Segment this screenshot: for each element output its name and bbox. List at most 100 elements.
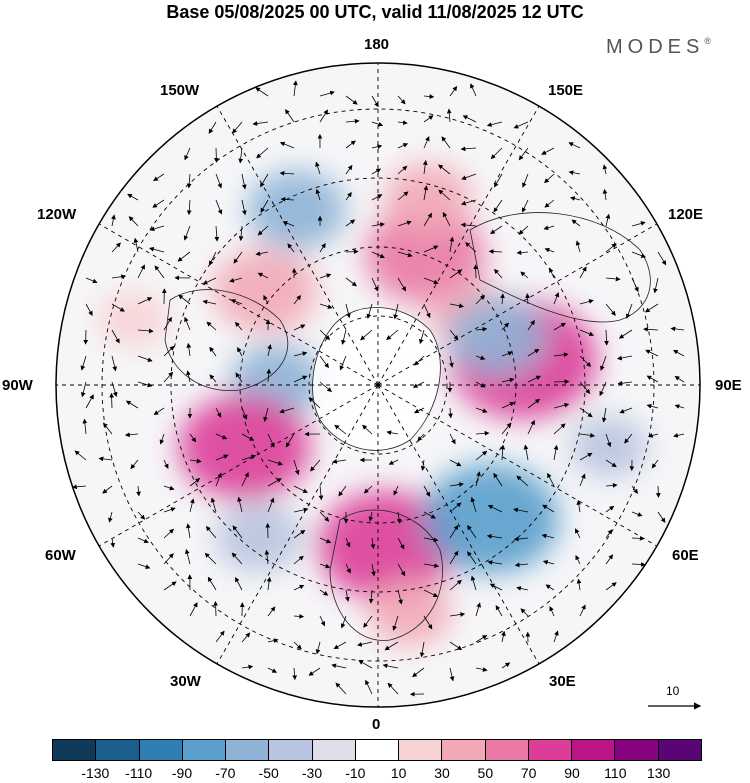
wind-vector (319, 273, 332, 279)
wind-vector (494, 173, 503, 188)
wind-vector (631, 562, 646, 567)
wind-vector (111, 303, 125, 312)
wind-vector (542, 559, 555, 565)
graticule (56, 63, 700, 707)
wind-vector (371, 563, 376, 577)
wind-vector (293, 613, 305, 619)
colorbar-swatch (269, 740, 313, 760)
wind-vector (319, 511, 330, 522)
wind-vector (202, 277, 217, 285)
wind-vector (449, 85, 458, 97)
wind-vector (576, 499, 582, 513)
wind-vector (267, 606, 276, 617)
wind-vector (475, 430, 490, 436)
wind-vector (338, 485, 347, 497)
lon-label-120w: 120W (37, 206, 77, 223)
wind-vector (545, 584, 555, 591)
wind-vector (490, 225, 503, 235)
wind-vector (208, 121, 217, 134)
wind-vector (441, 136, 451, 149)
wind-vector (645, 349, 659, 357)
wind-vector (308, 397, 321, 409)
wind-vector (449, 612, 466, 617)
wind-vector (576, 578, 582, 591)
wind-vector (189, 458, 202, 464)
wind-vector (241, 632, 251, 643)
wind-vector (388, 459, 399, 465)
wind-vector (204, 552, 217, 565)
wind-vector (525, 293, 530, 305)
wind-vector (231, 552, 243, 565)
wind-vector (209, 251, 217, 266)
wind-vector (393, 485, 399, 496)
wind-vector (657, 251, 667, 266)
wind-vector (544, 199, 555, 208)
wind-vector (109, 392, 115, 409)
wind-vector (319, 355, 329, 369)
wind-vector (470, 83, 477, 97)
wind-vector (130, 459, 139, 470)
wind-vector (571, 219, 581, 227)
wind-vector (523, 444, 529, 461)
wind-vector (449, 641, 463, 651)
wind-vector (651, 459, 659, 469)
wind-vector (215, 407, 222, 418)
wind-vector (646, 375, 659, 383)
wind-vector (397, 143, 409, 149)
wind-vector (449, 459, 462, 467)
wind-vector (365, 679, 373, 695)
wind-vector (111, 214, 116, 227)
colorbar-tick-label: 30 (434, 765, 450, 781)
wind-vector (163, 553, 174, 565)
wind-vector (449, 236, 455, 253)
meridian-line (377, 384, 540, 665)
wind-vector (423, 615, 433, 630)
wind-vector (371, 277, 379, 292)
wind-vector (501, 322, 510, 331)
colorbar-swatch (139, 740, 183, 760)
wind-vector (339, 355, 347, 371)
colorbar-swatch (312, 740, 356, 760)
wind-vector (241, 407, 248, 420)
wind-vector (549, 606, 555, 617)
wind-vector (442, 211, 451, 227)
meridian-line (377, 105, 540, 386)
wind-vector (241, 173, 247, 190)
colorbar-tick-label: -130 (81, 765, 110, 781)
wind-vector (137, 563, 151, 569)
wind-vector (319, 615, 326, 627)
wind-vector (579, 473, 586, 487)
meridian-line (216, 105, 379, 386)
wind-vector (494, 268, 503, 279)
wind-vector (209, 374, 217, 383)
wind-vector (460, 146, 477, 152)
wind-vector (423, 115, 434, 123)
meridian-line (377, 223, 658, 386)
anomaly-field (97, 163, 648, 646)
wind-vector (255, 251, 269, 256)
wind-vector (544, 173, 555, 184)
wind-vector (412, 667, 425, 678)
wind-vector (449, 502, 462, 513)
wind-vector (423, 485, 431, 497)
wind-vector (230, 299, 243, 305)
wind-vector (605, 433, 612, 448)
colorbar (52, 739, 702, 761)
wind-vector (331, 663, 347, 669)
wind-vector (520, 608, 529, 617)
wind-vector (470, 575, 477, 591)
wind-vector (438, 164, 451, 175)
wind-vector (344, 589, 350, 602)
anomaly-center-9 (317, 490, 456, 601)
colorbar-swatch (96, 740, 140, 760)
wind-vector (579, 381, 591, 394)
wind-vector (448, 407, 453, 419)
wind-vector (133, 237, 139, 253)
meridian-line (98, 223, 379, 386)
wind-vector (423, 185, 429, 201)
wind-vector (605, 482, 618, 488)
wind-vector (319, 329, 331, 341)
wind-vector (293, 529, 306, 539)
wind-vector (579, 299, 594, 305)
wind-vector (233, 251, 243, 264)
